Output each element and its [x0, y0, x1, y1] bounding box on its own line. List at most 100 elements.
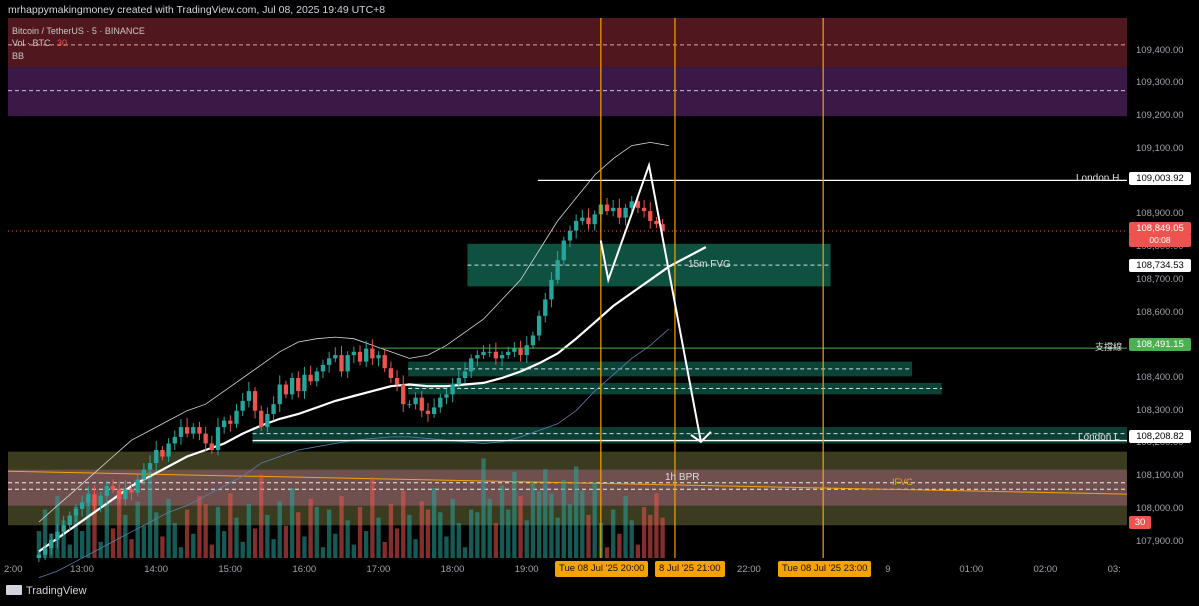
volume-bar — [184, 509, 190, 558]
volume-bar — [302, 536, 307, 558]
candle-body — [506, 351, 511, 356]
zone-purple-upper — [8, 67, 1127, 117]
volume-bar — [370, 477, 375, 558]
legend-volume[interactable]: Vol · BTC 30 — [12, 38, 67, 48]
time-axis-tick: 14:00 — [144, 564, 168, 575]
candle-body — [475, 355, 480, 359]
candle-body — [567, 230, 573, 241]
volume-bar — [110, 528, 116, 558]
volume-bar — [462, 547, 468, 558]
volume-bar — [92, 501, 97, 558]
candle-body — [209, 443, 214, 450]
volume-bar — [61, 520, 66, 558]
volume-bar — [512, 471, 517, 558]
legend-volume-label: Vol · BTC — [12, 38, 51, 48]
volume-bar — [487, 498, 492, 558]
volume-bar — [289, 488, 295, 558]
volume-bar — [555, 517, 560, 558]
volume-bar — [431, 488, 437, 558]
candle-body — [604, 204, 610, 212]
candle-body — [425, 410, 431, 414]
candle-body — [61, 525, 66, 532]
candle-body — [67, 515, 72, 526]
candle-body — [123, 489, 128, 500]
volume-bar — [178, 547, 184, 558]
candle-body — [444, 394, 449, 398]
volume-bar — [259, 474, 264, 558]
volume-bar — [394, 528, 400, 558]
price-axis-tick: 109,400.00 — [1136, 44, 1184, 56]
time-axis-tick: 22:00 — [737, 564, 761, 575]
tradingview-brand[interactable]: TradingView — [6, 585, 87, 597]
candle-body — [141, 469, 147, 480]
time-tag-1: Tue 08 Jul '25 20:00 — [555, 561, 649, 577]
volume-bar — [154, 512, 159, 558]
volume-bar — [160, 536, 165, 558]
volume-bar — [469, 509, 474, 558]
candle-body — [401, 384, 406, 405]
candle-body — [351, 351, 357, 356]
volume-bar — [221, 531, 227, 558]
volume-bar — [499, 485, 505, 558]
price-tag-volume: 30 — [1129, 516, 1151, 529]
candle-body — [117, 489, 122, 500]
candle-body — [345, 355, 350, 372]
legend-symbol[interactable]: Bitcoin / TetherUS · 5 · BINANCE — [12, 26, 145, 36]
candle-body — [623, 207, 628, 218]
candle-body — [333, 355, 338, 359]
volume-bar — [549, 493, 554, 558]
zone-bpr-pink — [8, 469, 1127, 506]
volume-bar — [215, 506, 221, 558]
candle-body — [320, 364, 326, 372]
volume-bar — [617, 533, 622, 558]
candle-body — [413, 397, 418, 405]
candle-body — [376, 355, 381, 359]
volume-bar — [79, 531, 85, 558]
london-low-label: London L — [1078, 432, 1120, 443]
support-label: 支撐線 — [1095, 342, 1123, 352]
candle-body — [469, 358, 474, 372]
volume-bar — [135, 501, 140, 558]
volume-bar — [265, 514, 270, 558]
candle-body — [438, 397, 443, 408]
volume-bar — [228, 493, 233, 558]
volume-bar — [129, 539, 134, 558]
time-axis-tick: 03: — [1107, 564, 1121, 575]
candle-body — [191, 427, 196, 434]
candle-body — [530, 335, 536, 346]
volume-bar — [530, 482, 536, 558]
candle-body — [221, 420, 227, 428]
candle-body — [462, 371, 468, 378]
candle-body — [580, 217, 585, 221]
candle-body — [450, 384, 455, 395]
time-axis-tick: 16:00 — [292, 564, 317, 575]
candle-body — [555, 260, 560, 280]
candles-layer — [36, 194, 665, 562]
time-axis-tick: 01:00 — [959, 564, 984, 575]
volume-bar — [197, 496, 202, 558]
legend-indicator[interactable]: BB — [12, 51, 25, 61]
price-tag-london-high: 109,003.92 — [1129, 172, 1191, 185]
volume-bar — [481, 458, 486, 558]
brand-text: TradingView — [26, 585, 87, 597]
volume-bar — [314, 506, 319, 558]
volume-bar — [580, 490, 585, 558]
volume-bar — [444, 536, 449, 558]
price-tag-current: 108,849.05 — [1129, 222, 1191, 235]
time-tag-3: Tue 08 Jul '25 23:00 — [778, 561, 872, 577]
volume-bar — [450, 498, 455, 558]
candle-body — [98, 495, 103, 506]
candle-body — [487, 351, 492, 353]
candle-body — [289, 378, 295, 395]
volume-bar — [339, 496, 344, 558]
candle-body — [86, 494, 91, 503]
candle-body — [573, 220, 579, 231]
volume-bar — [172, 523, 177, 558]
volume-bar — [209, 544, 214, 558]
candle-body — [302, 374, 307, 392]
candle-body — [635, 201, 641, 208]
time-axis-tick: 9 — [885, 564, 891, 575]
candle-body — [147, 463, 153, 470]
